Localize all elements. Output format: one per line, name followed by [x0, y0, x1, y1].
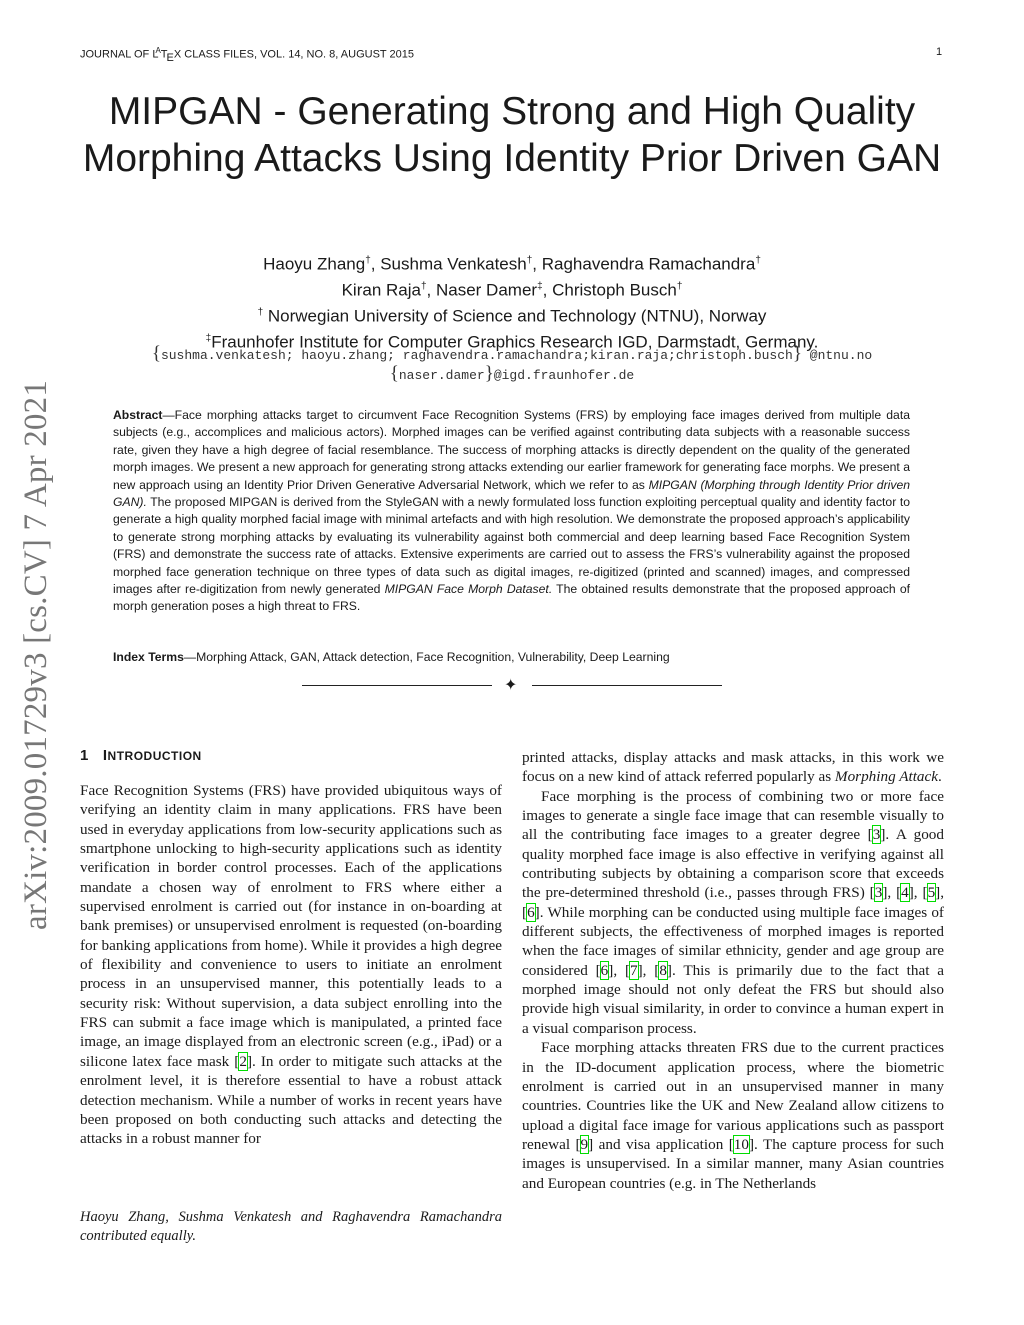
citation-link[interactable]: 8 — [658, 960, 668, 980]
citation-link[interactable]: 3 — [871, 825, 882, 845]
diamond-ornament-icon: ✦ — [504, 677, 518, 694]
citation-link[interactable]: 6 — [599, 960, 610, 980]
emails-line-1: {sushma.venkatesh; haoyu.zhang; raghaven… — [151, 343, 873, 364]
abstract-text: The obtained results demonstrate that th… — [113, 582, 910, 614]
running-head: JOURNAL OF LATEX CLASS FILES, VOL. 14, N… — [80, 46, 414, 64]
section-number: 1 — [80, 747, 89, 764]
paragraph-emphasis: Morphing Attack — [834, 768, 938, 786]
email-block: {sushma.venkatesh; haoyu.zhang; raghaven… — [60, 343, 964, 385]
affiliation-text: Norwegian University of Science and Tech… — [263, 306, 767, 326]
author: Naser Damer — [435, 280, 538, 300]
index-terms-text: —Morphing Attack, GAN, Attack detection,… — [183, 650, 670, 664]
paragraph: Face Recognition Systems (FRS) have prov… — [80, 782, 503, 1148]
emails-line-2: {naser.damer}@igd.fraunhofer.de — [389, 363, 635, 384]
section-title-initial: I — [102, 747, 108, 764]
affiliation-mark: ‡ — [205, 333, 212, 345]
citation-link[interactable]: 3 — [873, 883, 884, 903]
abstract-text: The proposed MIPGAN is derived from the … — [113, 495, 910, 597]
email-names: sushma.venkatesh; haoyu.zhang; raghavend… — [160, 348, 793, 363]
email-names: naser.damer — [398, 368, 485, 383]
abstract-label: Abstract — [113, 408, 163, 422]
author: Sushma Venkatesh — [380, 254, 527, 274]
section-heading: 1 INTRODUCTION — [80, 747, 202, 764]
abstract: Abstract—Face morphing attacks target to… — [113, 407, 910, 616]
section-divider: ✦ — [302, 677, 722, 694]
author: Christoph Busch — [552, 280, 677, 300]
abstract-emphasis: MIPGAN (Morphing through Identity Prior … — [113, 477, 910, 510]
author: Kiran Raja — [341, 280, 421, 300]
paragraph: Face morphing is the process of combinin… — [522, 787, 945, 1037]
paragraph: Face morphing attacks threaten FRS due t… — [522, 1039, 945, 1192]
abstract-text: —Face morphing attacks target to circumv… — [113, 408, 910, 492]
index-terms-label: Index Terms — [113, 650, 184, 664]
citation-link[interactable]: 5 — [926, 883, 937, 903]
affiliation-mark: † — [257, 307, 264, 319]
affiliation-1: † Norwegian University of Science and Te… — [60, 302, 964, 328]
citation-link[interactable]: 10 — [732, 1134, 750, 1154]
citation-link[interactable]: 6 — [526, 902, 536, 922]
affiliation-mark: ‡ — [537, 281, 543, 293]
section-title: NTRODUCTION — [107, 749, 202, 763]
left-column: Face Recognition Systems (FRS) have prov… — [80, 781, 502, 1149]
affiliation-mark: † — [526, 255, 533, 266]
citation-link[interactable]: 9 — [579, 1134, 590, 1154]
paper-title: MIPGAN - Generating Strong and High Qual… — [82, 90, 942, 180]
affiliation-mark: † — [676, 281, 683, 293]
email-domain: @ntnu.no — [801, 348, 873, 363]
affiliation-text: Fraunhofer Institute for Computer Graphi… — [211, 333, 819, 353]
footnote: Haoyu Zhang, Sushma Venkatesh and Raghav… — [80, 1209, 502, 1244]
page-number: 1 — [936, 46, 943, 58]
citation-link[interactable]: 2 — [238, 1051, 248, 1071]
citation-link[interactable]: 7 — [629, 960, 639, 980]
paragraph: printed attacks, display attacks and mas… — [522, 748, 944, 787]
right-column: printed attacks, display attacks and mas… — [522, 748, 944, 1193]
paragraph-text: . — [938, 768, 942, 786]
author: Haoyu Zhang — [263, 254, 366, 274]
arxiv-stamp[interactable]: arXiv:2009.01729v3 [cs.CV] 7 Apr 2021 — [18, 379, 54, 930]
affiliation-mark: † — [420, 281, 427, 293]
author: Raghavendra Ramachandra — [541, 254, 756, 274]
author-block: Haoyu Zhang†, Sushma Venkatesh†, Raghave… — [60, 250, 964, 355]
affiliation-mark: † — [755, 255, 761, 266]
citation-link[interactable]: 4 — [900, 883, 910, 903]
index-terms: Index Terms—Morphing Attack, GAN, Attack… — [113, 650, 910, 664]
affiliation-mark: † — [365, 255, 371, 266]
abstract-emphasis: MIPGAN Face Morph Dataset. — [384, 582, 553, 597]
divider-line — [532, 685, 722, 686]
paragraph-text: printed attacks, display attacks and mas… — [522, 749, 944, 786]
affiliation-2: ‡Fraunhofer Institute for Computer Graph… — [60, 328, 964, 354]
authors-line-2: Kiran Raja†, Naser Damer‡, Christoph Bus… — [341, 280, 683, 300]
authors-line-1: Haoyu Zhang†, Sushma Venkatesh†, Raghave… — [263, 254, 761, 274]
email-domain: @igd.fraunhofer.de — [493, 368, 635, 383]
divider-line — [302, 685, 492, 686]
